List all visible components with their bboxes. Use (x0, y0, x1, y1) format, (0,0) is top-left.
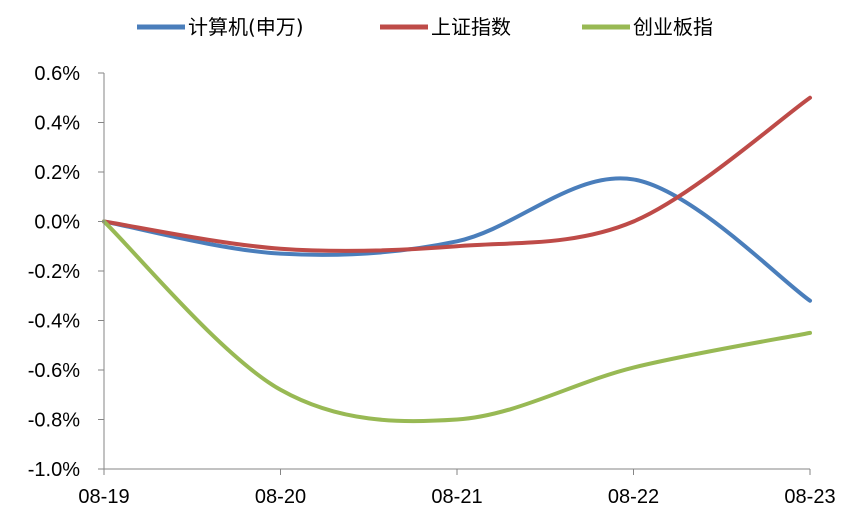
y-tick-label: -1.0% (28, 459, 80, 481)
series-line-2 (102, 219, 812, 424)
axes (103, 73, 810, 470)
y-tick-label: 0.4% (34, 113, 80, 135)
y-axis-ticks: 0.6% 0.4% 0.2% 0.0% -0.2% -0.4% -0.6% -0.8% -1.0… (28, 63, 104, 481)
y-tick-label: 0.0% (34, 212, 80, 234)
x-tick-label: 08-20 (255, 486, 306, 508)
x-tick-label: 08-21 (431, 486, 482, 508)
y-tick-label: -0.4% (28, 311, 80, 333)
series-line-0 (102, 176, 812, 303)
legend-label-1: 上证指数 (431, 15, 511, 39)
x-tick-label: 08-23 (784, 486, 835, 508)
x-tick-label: 08-22 (608, 486, 659, 508)
series-lines (102, 95, 812, 424)
y-tick-label: 0.2% (34, 162, 80, 184)
series-line-1 (102, 95, 812, 253)
x-axis-ticks: 08-19 08-20 08-21 08-22 08-23 (78, 469, 836, 508)
y-tick-label: -0.6% (28, 360, 80, 382)
y-tick-label: -0.8% (28, 410, 80, 432)
legend-label-2: 创业板指 (633, 15, 713, 39)
x-tick-label: 08-19 (78, 486, 129, 508)
y-tick-label: -0.2% (28, 261, 80, 283)
y-tick-label: 0.6% (34, 63, 80, 85)
legend: 计算机(申万) 上证指数 创业板指 (137, 15, 713, 39)
legend-label-0: 计算机(申万) (188, 15, 304, 39)
